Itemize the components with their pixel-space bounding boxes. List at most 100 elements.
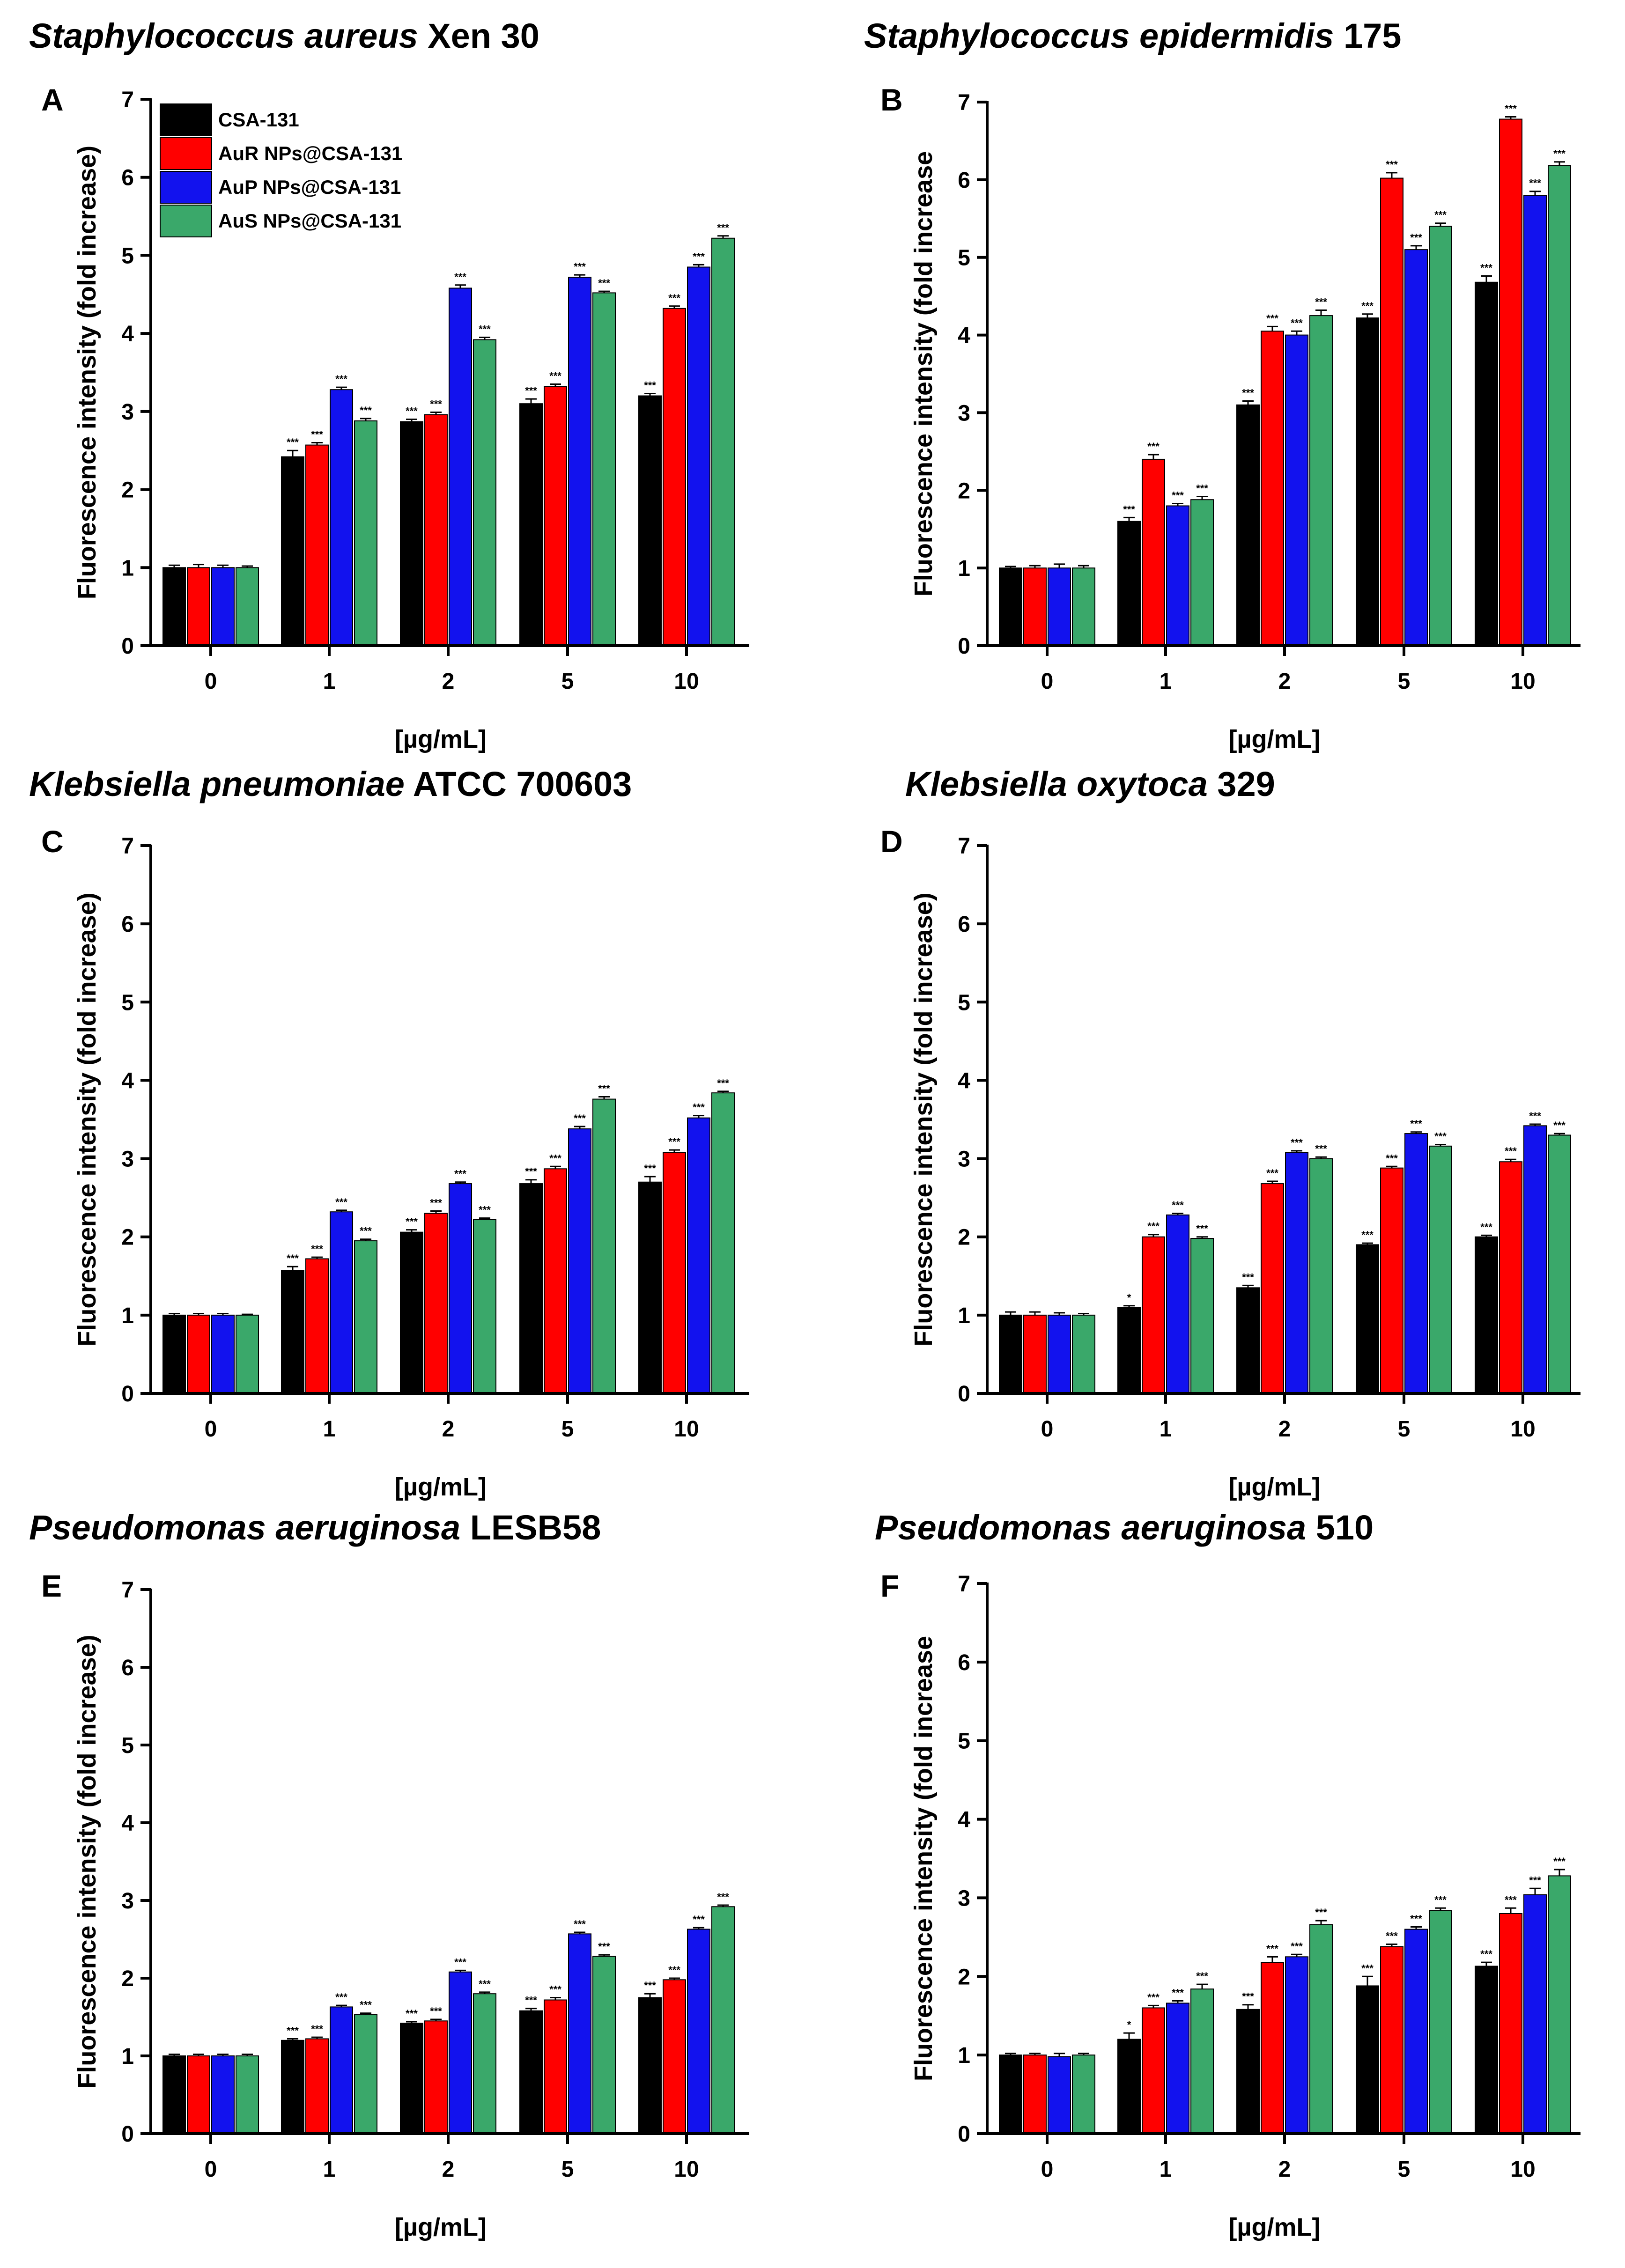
y-tick-label: 7 — [121, 1578, 134, 1603]
bar-d-aup-nps-csa-131-0 — [1048, 1314, 1071, 1394]
y-axis-label: Fluorescence intensity (fold increase) — [909, 892, 938, 1346]
y-tick-label: 0 — [958, 1382, 970, 1406]
y-tick-label: 2 — [121, 1966, 134, 1991]
bar-e-csa-131-5 — [519, 2010, 543, 2135]
bar-d-aur-nps-csa-131-2 — [1261, 1183, 1284, 1394]
significance-label: *** — [406, 2008, 418, 2019]
significance-label: *** — [360, 1225, 372, 1237]
y-tick-label: 5 — [121, 1733, 134, 1758]
bar-c-csa-131-0 — [162, 1314, 186, 1394]
bar-c-aur-nps-csa-131-2 — [424, 1213, 448, 1394]
bar-a-aup-nps-csa-131-10 — [687, 266, 710, 646]
panel-title-species: Staphylococcus epidermidis — [864, 16, 1334, 55]
bar-c-csa-131-1 — [281, 1270, 304, 1394]
bar-b-aur-nps-csa-131-1 — [1142, 458, 1165, 646]
y-axis-label: Fluorescence intensity (fold increase — [909, 1636, 938, 2081]
significance-label: *** — [693, 250, 705, 262]
panel-a: Staphylococcus aureus Xen 30 A Fluorescenc… — [29, 16, 749, 753]
panel-title-strain: 175 — [1344, 16, 1401, 55]
x-tick-label: 10 — [674, 1417, 699, 1442]
y-tick-label: 2 — [121, 1225, 134, 1250]
bar-a-aur-nps-csa-131-0 — [187, 567, 210, 647]
bar-a-aus-nps-csa-131-5 — [592, 292, 616, 646]
x-axis-label: [µg/mL] — [395, 1473, 487, 1501]
x-axis-label: [µg/mL] — [1228, 1473, 1320, 1501]
bar-b-aus-nps-csa-131-1 — [1190, 499, 1214, 647]
bar-c-csa-131-2 — [400, 1231, 423, 1394]
significance-label: *** — [287, 436, 299, 448]
significance-label: *** — [479, 1978, 491, 1990]
y-tick-label: 0 — [121, 634, 134, 659]
y-tick-label: 4 — [121, 322, 134, 346]
panel-letter: C — [41, 824, 64, 859]
significance-label: *** — [454, 271, 466, 283]
x-tick-label: 2 — [442, 2157, 455, 2182]
x-tick-label: 2 — [1278, 1417, 1291, 1442]
significance-label: *** — [668, 1964, 680, 1976]
y-tick-label: 5 — [958, 246, 970, 271]
y-tick-label: 4 — [958, 324, 970, 348]
significance-label: *** — [311, 2023, 323, 2035]
significance-label: *** — [1410, 1913, 1422, 1925]
bar-c-aus-nps-csa-131-1 — [354, 1240, 377, 1394]
bar-d-aup-nps-csa-131-2 — [1285, 1152, 1308, 1394]
bar-d-aus-nps-csa-131-2 — [1309, 1158, 1333, 1394]
y-axis-label: Fluorescence intensity (fold increase — [909, 151, 938, 596]
bar-b-aur-nps-csa-131-2 — [1261, 331, 1284, 646]
x-axis-label: [µg/mL] — [395, 2213, 487, 2241]
bar-d-aur-nps-csa-131-5 — [1380, 1167, 1403, 1394]
x-tick-label: 0 — [205, 1417, 217, 1442]
significance-label: *** — [549, 1152, 561, 1164]
title-space — [1334, 16, 1344, 55]
significance-label: *** — [454, 1956, 466, 1968]
significance-label: *** — [598, 1083, 610, 1095]
bar-c-csa-131-5 — [519, 1183, 543, 1394]
y-tick-label: 7 — [121, 834, 134, 859]
title-space — [405, 765, 413, 803]
panel-title-species: Pseudomonas aeruginosa — [29, 1508, 460, 1547]
significance-label: *** — [1172, 1200, 1184, 1211]
significance-label: *** — [1196, 1970, 1208, 1982]
y-tick-label: 2 — [958, 479, 970, 503]
bar-a-aur-nps-csa-131-1 — [305, 444, 329, 647]
bar-b-aup-nps-csa-131-5 — [1404, 249, 1428, 646]
bar-c-aur-nps-csa-131-5 — [544, 1168, 567, 1394]
panel-title: Staphylococcus epidermidis 175 — [864, 16, 1401, 55]
significance-label: *** — [1505, 103, 1517, 115]
bar-d-aus-nps-csa-131-10 — [1548, 1134, 1571, 1394]
significance-label: *** — [668, 1136, 680, 1148]
significance-label: *** — [1147, 1991, 1160, 2003]
significance-label: *** — [1434, 1894, 1447, 1906]
bar-e-aus-nps-csa-131-2 — [473, 1993, 496, 2135]
significance-label: *** — [1242, 1271, 1254, 1283]
panel-c: Klebsiella pneumoniae ATCC 700603 C Fluore… — [29, 765, 749, 1501]
bar-b-aus-nps-csa-131-2 — [1309, 315, 1333, 646]
significance-label: *** — [1147, 1221, 1160, 1232]
bar-d-aur-nps-csa-131-1 — [1142, 1236, 1165, 1394]
panel-title-strain: ATCC 700603 — [413, 765, 632, 803]
significance-label: *** — [549, 370, 561, 382]
bar-b-aus-nps-csa-131-0 — [1072, 567, 1095, 646]
significance-label: *** — [1291, 1940, 1303, 1952]
x-tick-label: 5 — [561, 2157, 574, 2182]
bar-a-aup-nps-csa-131-5 — [568, 277, 591, 646]
bar-c-aup-nps-csa-131-10 — [687, 1117, 710, 1394]
y-tick-label: 7 — [121, 88, 134, 112]
panel-f: Pseudomonas aeruginosa 510FFluorescence … — [875, 1508, 1581, 2241]
bar-a-csa-131-2 — [400, 421, 423, 647]
y-tick-label: 1 — [121, 2044, 134, 2069]
significance-label: *** — [1266, 1167, 1278, 1179]
legend-label: CSA-131 — [218, 109, 299, 131]
bar-f-csa-131-10 — [1475, 1966, 1498, 2135]
bar-e-csa-131-1 — [281, 2040, 304, 2134]
x-tick-label: 2 — [442, 1417, 455, 1442]
x-axis-label: [µg/mL] — [1228, 725, 1320, 753]
bar-d-csa-131-1 — [1117, 1307, 1141, 1394]
bar-e-aur-nps-csa-131-5 — [544, 1999, 567, 2134]
bar-f-aup-nps-csa-131-2 — [1285, 1956, 1308, 2134]
significance-label: *** — [1480, 1221, 1492, 1233]
x-tick-label: 0 — [205, 2157, 217, 2182]
title-space — [460, 1508, 470, 1547]
y-axis-label: Fluorescence intensity (fold increase) — [73, 146, 101, 599]
significance-label: *** — [479, 323, 491, 335]
